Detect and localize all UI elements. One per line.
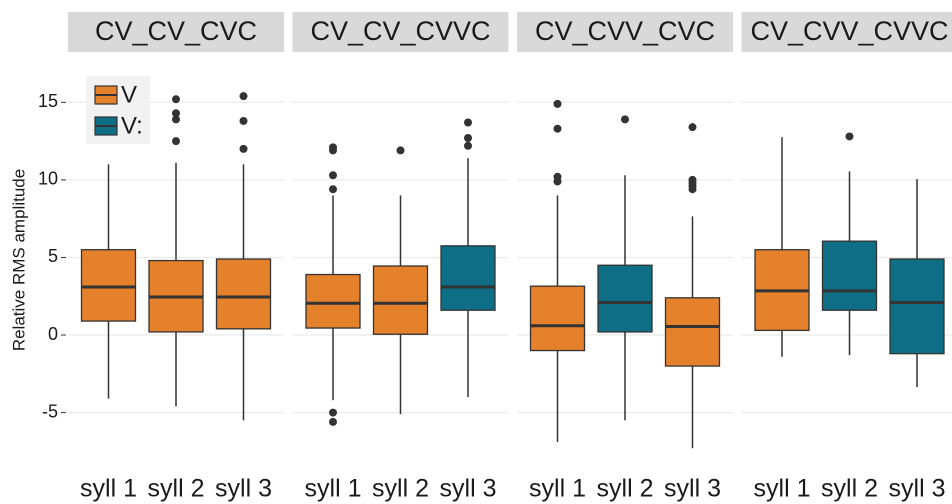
x-tick-label: syll 3 xyxy=(440,475,497,503)
strip xyxy=(292,12,509,52)
box xyxy=(215,258,272,330)
box xyxy=(80,249,137,322)
outlier xyxy=(464,134,472,143)
x-tick-label: syll 2 xyxy=(597,475,654,503)
legend-label: V: xyxy=(121,112,143,139)
y-axis-label: Relative RMS amplitude xyxy=(9,169,28,351)
box xyxy=(597,264,653,333)
y-tick-label: -5 xyxy=(42,401,58,421)
x-tick-label: syll 1 xyxy=(80,475,137,503)
box xyxy=(889,258,945,355)
outlier xyxy=(239,116,248,125)
outlier xyxy=(329,417,337,426)
panel-title: CV_CV_CVC xyxy=(95,16,257,46)
x-tick-label: syll 2 xyxy=(148,475,205,503)
outlier xyxy=(464,118,472,127)
x-tick-label: syll 3 xyxy=(664,475,721,503)
y-tick-label: 0 xyxy=(48,324,58,344)
outlier xyxy=(688,123,697,132)
strip xyxy=(68,12,284,52)
outlier xyxy=(172,137,180,146)
box xyxy=(440,245,496,311)
outlier xyxy=(553,124,562,133)
legend-label: V xyxy=(121,81,137,108)
box xyxy=(305,273,361,329)
outlier xyxy=(621,115,629,124)
outlier xyxy=(553,99,562,108)
outlier xyxy=(172,115,180,124)
outlier xyxy=(329,185,337,194)
x-tick-label: syll 1 xyxy=(754,475,811,503)
y-tick-label: 5 xyxy=(48,246,58,266)
panel-title: CV_CVV_CVVC xyxy=(750,16,948,46)
outlier xyxy=(239,144,248,153)
box xyxy=(372,265,429,335)
outlier xyxy=(329,146,337,155)
outlier xyxy=(239,92,248,101)
box xyxy=(529,285,586,352)
panel-title: CV_CV_CVVC xyxy=(310,16,490,46)
outlier xyxy=(329,171,337,180)
panel-title: CV_CVV_CVC xyxy=(535,16,715,46)
x-tick-label: syll 2 xyxy=(372,475,429,503)
outlier xyxy=(396,146,405,155)
x-tick-label: syll 3 xyxy=(215,475,272,503)
x-tick-label: syll 2 xyxy=(821,475,878,503)
box xyxy=(664,297,721,367)
outlier xyxy=(464,141,472,150)
y-tick-label: 15 xyxy=(38,91,58,111)
strip xyxy=(741,12,952,52)
strip xyxy=(517,12,733,52)
x-tick-label: syll 3 xyxy=(889,475,946,503)
outlier xyxy=(172,109,180,118)
box xyxy=(821,240,878,311)
y-tick-label: 10 xyxy=(38,169,58,189)
outlier xyxy=(329,408,337,417)
outlier xyxy=(845,132,854,141)
outlier xyxy=(172,95,180,104)
outlier xyxy=(553,177,562,186)
x-tick-label: syll 1 xyxy=(305,475,362,503)
outlier xyxy=(688,185,697,194)
x-tick-label: syll 1 xyxy=(529,475,586,503)
